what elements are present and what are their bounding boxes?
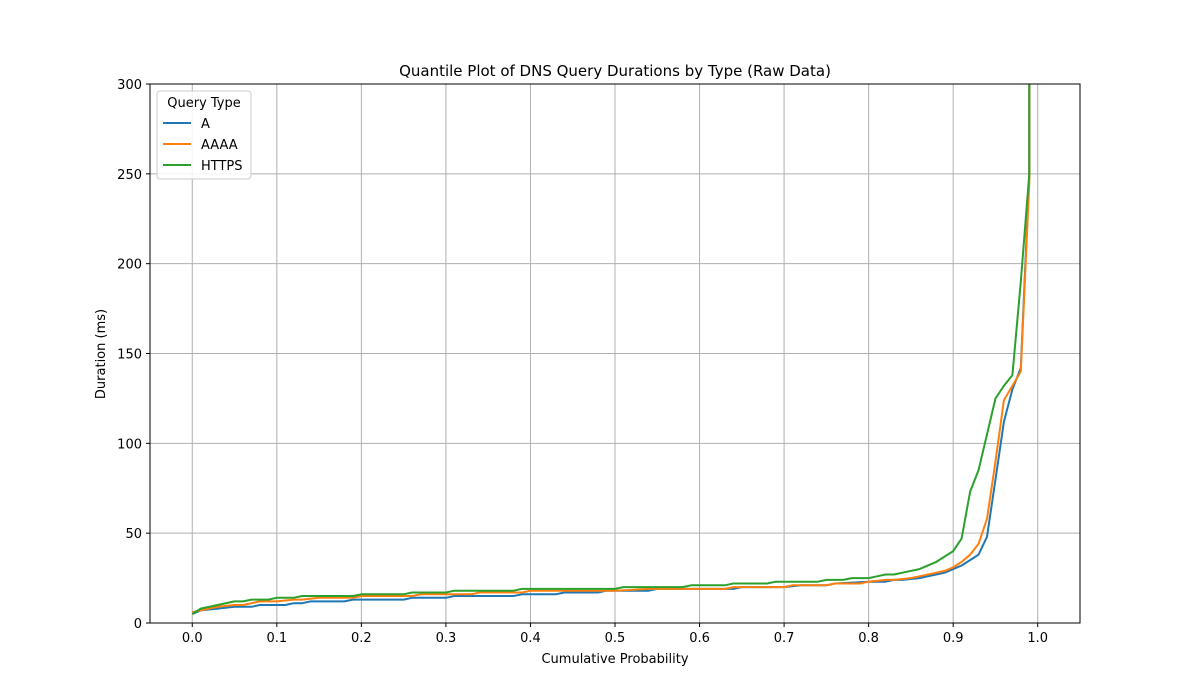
legend-label-a: A [201,117,210,132]
y-tick-label: 150 [117,348,142,363]
series-line-https [191,84,1031,615]
y-tick-label: 100 [117,437,142,452]
x-tick-label: 0.7 [774,631,795,646]
x-tick-label: 0.2 [351,631,372,646]
x-tick-label: 0.8 [858,631,879,646]
y-tick-label: 50 [125,527,142,542]
x-tick-label: 0.3 [436,631,457,646]
x-tick-label: 0.0 [182,631,203,646]
x-axis-label: Cumulative Probability [541,652,688,667]
legend-box [156,90,252,180]
chart-title: Quantile Plot of DNS Query Durations by … [399,62,831,80]
x-tick-label: 0.1 [266,631,287,646]
series-lines [191,84,1031,615]
legend-title: Query Type [167,96,241,111]
x-tick-label: 1.0 [1027,631,1048,646]
series-line-aaaa [192,84,1031,614]
legend-label-https: HTTPS [201,159,243,174]
x-tick-label: 0.9 [943,631,964,646]
legend-label-aaaa: AAAA [201,138,238,153]
series-line-a [191,84,1031,615]
x-axis-ticks: 0.0 0.1 0.2 0.3 0.4 0.5 0.6 0.7 0.8 0.9 1.0 [182,623,1048,646]
y-tick-label: 300 [117,78,142,93]
y-tick-label: 200 [117,258,142,273]
y-tick-label: 250 [117,168,142,183]
x-tick-label: 0.6 [689,631,710,646]
x-tick-label: 0.4 [520,631,541,646]
grid-lines [150,83,1080,624]
y-axis-label: Duration (ms) [94,309,109,399]
y-axis-ticks: 0 50 100 150 200 250 300 [117,78,150,632]
y-tick-label: 0 [134,617,142,632]
x-tick-label: 0.5 [605,631,626,646]
